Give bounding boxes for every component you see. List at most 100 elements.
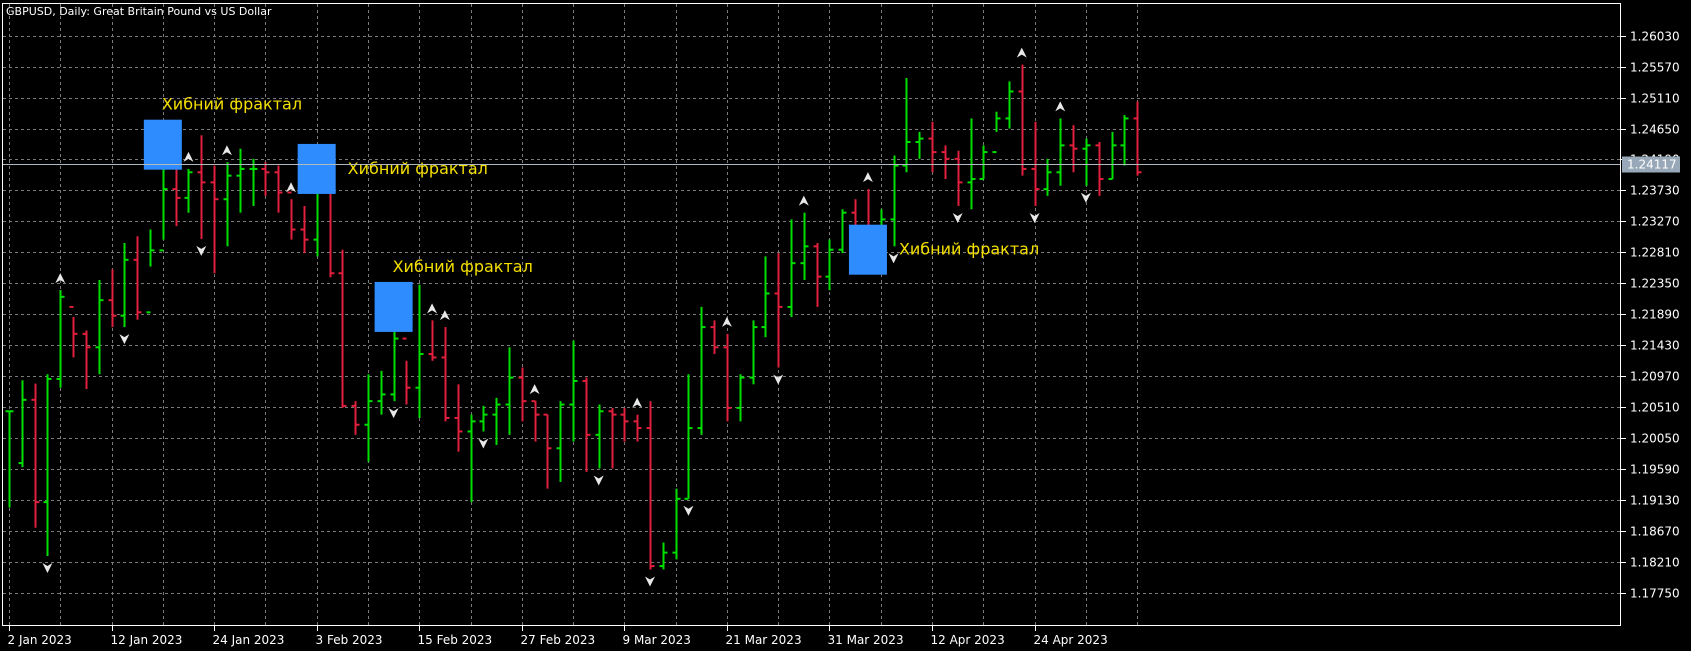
ohlc-bar [800,212,809,280]
ohlc-bar [1108,131,1117,181]
ohlc-bar [1056,118,1065,186]
ohlc-bar [967,118,976,210]
ohlc-bar [954,150,963,206]
ohlc-bar [684,374,693,500]
ohlc-bar [825,239,834,291]
price-tick-label: 1.25570 [1630,61,1680,75]
ohlc-bar [915,131,924,159]
ohlc-bar [31,383,40,528]
fractal-down-marker [478,438,489,449]
fractal-up-marker [798,195,809,206]
ohlc-bar [82,330,91,390]
ohlc-bar [749,320,758,385]
time-tick-label: 24 Apr 2023 [1034,633,1108,647]
ohlc-bar [992,111,1001,154]
ohlc-bar [1120,115,1129,166]
fractal-up-marker [286,182,297,193]
price-tick-label: 1.24650 [1630,123,1680,137]
annotation-box [143,119,182,170]
ohlc-bar [1031,121,1040,206]
ohlc-bar [543,413,552,489]
ohlc-bar [479,405,488,432]
ohlc-bar [428,320,437,361]
current-price-label: 1.24117 [1627,158,1677,172]
fractal-down-marker [773,374,784,385]
ohlc-bar [274,165,283,213]
ohlc-bar [697,306,706,435]
fractal-down-marker [888,253,899,264]
ohlc-bar [710,320,719,355]
ohlc-bar [672,488,681,560]
ohlc-bar [146,229,155,314]
price-tick-label: 1.23730 [1630,184,1680,198]
fractal-up-marker [427,303,438,314]
ohlc-bar [608,407,617,469]
ohlc-bar [223,162,232,247]
ohlc-bar [723,333,732,422]
price-tick-label: 1.20510 [1630,401,1680,415]
ohlc-bar [69,305,78,358]
ohlc-bar [787,219,796,318]
ohlc-bar [1082,138,1091,186]
ohlc-bar [1133,101,1142,176]
price-axis[interactable]: 1.260301.255701.251101.246501.241901.237… [1621,30,1680,601]
price-tick-label: 1.22810 [1630,246,1680,260]
ohlc-bar [377,370,386,415]
ohlc-bar [454,384,463,452]
time-tick-label: 9 Mar 2023 [623,633,691,647]
fractal-down-marker [1080,192,1091,203]
price-tick-label: 1.26030 [1630,30,1680,44]
ohlc-bar [415,284,424,418]
ohlc-bar [813,242,822,307]
ohlc-bar [1005,81,1014,129]
ohlc-bar [5,410,14,508]
annotation-box [374,281,413,332]
ohlc-bar [569,340,578,442]
annotation-label: Хибний фрактал [348,159,488,178]
ohlc-bar [595,404,604,469]
price-tick-label: 1.19130 [1630,494,1680,508]
ohlc-bar [184,168,193,213]
ohlc-bar [261,162,270,196]
time-tick-label: 21 Mar 2023 [726,633,802,647]
price-tick-label: 1.20970 [1630,370,1680,384]
chart-title: GBPUSD, Daily: Great Britain Pound vs US… [6,5,272,18]
ohlc-bar [620,407,629,442]
time-tick-label: 3 Feb 2023 [316,633,383,647]
price-tick-label: 1.19590 [1630,463,1680,477]
time-axis[interactable]: 2 Jan 2023 12 Jan 2023 24 Jan 2023 3 Feb 20… [8,626,1108,647]
ohlc-bar [928,121,937,173]
price-tick-label: 1.18210 [1630,556,1680,570]
price-tick-label: 1.20050 [1630,432,1680,446]
current-price-badge [1622,156,1680,173]
fractal-up-marker [1016,47,1027,58]
price-tick-label: 1.18670 [1630,525,1680,539]
ohlc-bar [633,414,642,442]
ohlc-bar [467,414,476,503]
ohlc-bar [492,397,501,445]
price-tick-label: 1.21430 [1630,339,1680,353]
fractal-markers [42,47,1091,587]
time-tick-label: 27 Feb 2023 [521,633,596,647]
fractal-up-marker [862,172,873,183]
ohlc-bar [95,279,104,375]
ohlc-bar [56,290,65,388]
ohlc-bar [402,337,411,405]
ohlc-bar [890,155,899,247]
ohlc-bar [287,191,296,240]
time-tick-label: 24 Jan 2023 [213,633,285,647]
ohlc-bar [941,145,950,180]
fractal-down-marker [645,576,655,587]
price-tick-label: 1.25110 [1630,92,1680,106]
fractal-up-marker [439,310,450,321]
time-tick-label: 2 Jan 2023 [8,633,72,647]
fractal-down-marker [593,475,604,486]
ohlc-bar [120,242,129,328]
ohlc-bar [210,165,219,274]
ohlc-bar [761,256,770,338]
fractal-down-marker [388,408,399,419]
annotations: Хибний фрактал Хибний фрактал Хибний фракт… [143,95,1039,332]
annotation-label: Хибний фрактал [899,240,1039,259]
